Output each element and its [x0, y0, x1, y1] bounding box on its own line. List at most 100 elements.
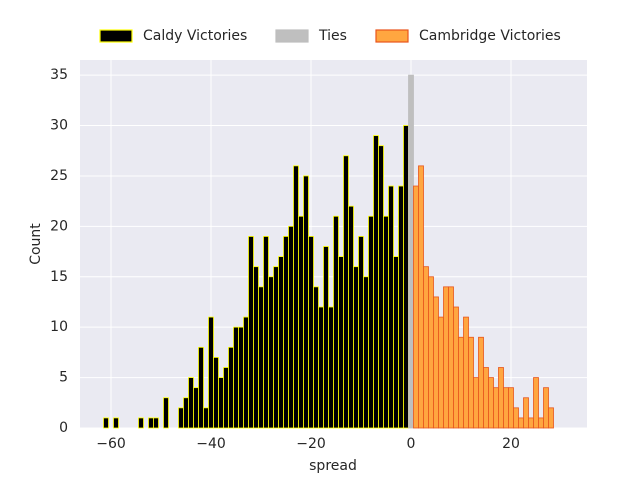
histogram-bar	[548, 407, 554, 429]
histogram-bar	[478, 336, 484, 429]
histogram-bar	[323, 246, 329, 429]
histogram-bar	[233, 326, 239, 429]
histogram-bar	[448, 286, 454, 429]
histogram-bar	[198, 346, 204, 429]
histogram-bar	[358, 236, 364, 429]
histogram-bar	[258, 286, 264, 429]
histogram-bar	[308, 236, 314, 429]
histogram-bar	[138, 417, 144, 429]
x-axis-label: spread	[309, 458, 357, 474]
histogram-bar	[363, 276, 369, 429]
histogram-bar	[403, 125, 409, 429]
histogram-bar	[533, 377, 539, 429]
x-tick-label: 20	[502, 436, 520, 452]
histogram-bar	[293, 165, 299, 429]
histogram-bar	[218, 377, 224, 429]
histogram-bar	[263, 236, 269, 429]
x-tick-label: 0	[407, 436, 416, 452]
histogram-bar	[103, 417, 109, 429]
histogram-bar	[288, 225, 294, 429]
histogram-bar	[518, 417, 524, 429]
histogram-bar	[538, 417, 544, 429]
histogram-bar	[223, 367, 229, 429]
histogram-bar	[413, 185, 419, 429]
y-tick-label: 30	[50, 118, 68, 134]
legend-label: Caldy Victories	[143, 28, 247, 44]
histogram-bar	[193, 387, 199, 429]
histogram-bar	[498, 367, 504, 429]
histogram-bar	[328, 306, 334, 429]
legend-swatch	[375, 29, 409, 43]
histogram-bar	[343, 155, 349, 429]
histogram-bar	[183, 397, 189, 429]
histogram-bar	[213, 357, 219, 429]
histogram-bar	[468, 336, 474, 429]
x-tick-label: −20	[296, 436, 326, 452]
histogram-bar	[528, 417, 534, 429]
histogram-bar	[388, 185, 394, 429]
histogram-bar	[298, 215, 304, 429]
histogram-bar	[313, 286, 319, 429]
histogram-bar	[438, 316, 444, 429]
histogram-bar	[463, 316, 469, 429]
x-tick-label: −60	[96, 436, 126, 452]
histogram-bar	[378, 145, 384, 429]
y-tick-label: 10	[50, 319, 68, 335]
histogram-bar	[153, 417, 159, 429]
histogram-bar	[408, 74, 414, 429]
histogram-bar	[178, 407, 184, 429]
histogram-bar	[228, 346, 234, 429]
histogram-bar	[373, 135, 379, 429]
histogram-bar	[353, 266, 359, 429]
histogram-bar	[423, 266, 429, 429]
legend-label: Ties	[318, 28, 347, 44]
histogram-bar	[238, 326, 244, 429]
legend-swatch	[275, 29, 309, 43]
histogram-bar	[508, 387, 514, 429]
histogram-bar	[543, 387, 549, 429]
histogram-bar	[188, 377, 194, 429]
x-tick-label: −40	[196, 436, 226, 452]
histogram-bar	[268, 276, 274, 429]
histogram-bar	[148, 417, 154, 429]
y-tick-label: 15	[50, 269, 68, 285]
histogram-bar	[523, 397, 529, 429]
y-tick-label: 35	[50, 67, 68, 83]
histogram-bar	[163, 397, 169, 429]
histogram-bar	[283, 236, 289, 429]
histogram-bar	[278, 256, 284, 429]
histogram-bar	[393, 256, 399, 429]
histogram-bar	[483, 367, 489, 429]
histogram-bar	[503, 387, 509, 429]
histogram-bar	[418, 165, 424, 429]
histogram-bar	[458, 336, 464, 429]
histogram-bar	[318, 306, 324, 429]
histogram-bar	[488, 377, 494, 429]
legend-swatch	[99, 29, 133, 43]
histogram-bar	[398, 185, 404, 429]
histogram-bar	[113, 417, 119, 429]
histogram-bar	[333, 215, 339, 429]
histogram-bar	[428, 276, 434, 429]
histogram-bar	[248, 236, 254, 429]
histogram-bar	[443, 286, 449, 429]
y-axis-label: Count	[28, 223, 44, 265]
legend-label: Cambridge Victories	[419, 28, 561, 44]
histogram-bar	[453, 306, 459, 429]
y-tick-label: 25	[50, 168, 68, 184]
histogram-bar	[493, 387, 499, 429]
histogram-bar	[338, 256, 344, 429]
histogram-bar	[348, 205, 354, 429]
y-tick-label: 0	[59, 420, 68, 436]
histogram-bar	[433, 296, 439, 429]
y-tick-label: 5	[59, 370, 68, 386]
histogram-bar	[243, 316, 249, 429]
histogram-bar	[203, 407, 209, 429]
histogram-bar	[368, 215, 374, 429]
histogram-bar	[208, 316, 214, 429]
histogram-bar	[473, 377, 479, 429]
histogram-bar	[303, 175, 309, 429]
histogram-bar	[253, 266, 259, 429]
histogram-bar	[273, 266, 279, 429]
